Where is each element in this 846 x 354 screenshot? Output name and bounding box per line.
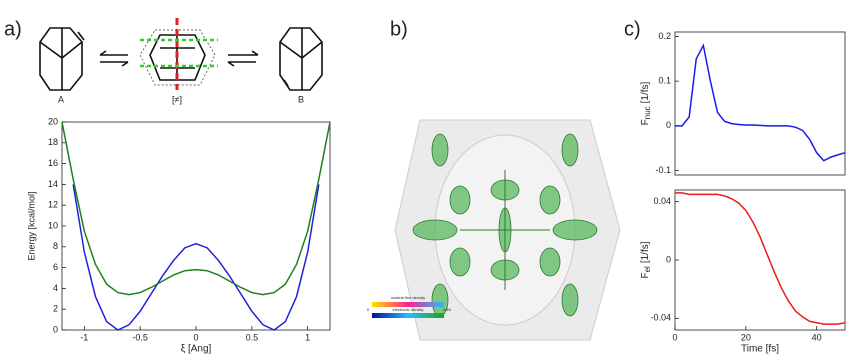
scheme-label: A xyxy=(58,94,64,104)
data-line xyxy=(675,193,845,324)
colorbar xyxy=(372,313,444,318)
y-tick-label: 4 xyxy=(53,283,58,293)
y-tick-label: 14 xyxy=(48,179,58,189)
y-tick-label: 2 xyxy=(53,304,58,314)
label-sub: el xyxy=(643,266,652,272)
y-axis-label: Energy [kcal/mol] xyxy=(26,191,36,260)
colorbar-label: nuclear flux density xyxy=(391,295,425,300)
figure: a) b) c) A [≠] B nuclear xyxy=(0,0,846,354)
colorbar-label: electronic density xyxy=(393,307,424,312)
y-tick-label: 0.2 xyxy=(658,31,671,41)
y-tick-label: 0 xyxy=(666,254,671,264)
x-tick-label: 0 xyxy=(672,332,677,342)
x-tick-label: 1 xyxy=(305,332,310,342)
x-tick-label: 20 xyxy=(741,332,751,342)
label-unit: [1/fs] xyxy=(640,81,651,103)
y-tick-label: 10 xyxy=(48,220,58,230)
y-tick-label: -0.1 xyxy=(655,165,671,175)
x-tick-label: -0.5 xyxy=(132,332,148,342)
plot-frame xyxy=(62,122,330,330)
y-tick-label: 0 xyxy=(666,120,671,130)
panel-label: b) xyxy=(390,18,408,40)
y-tick-label: 8 xyxy=(53,241,58,251)
data-line xyxy=(675,45,845,160)
y-tick-label: 0 xyxy=(53,324,58,334)
label-sub: nuc xyxy=(643,106,652,119)
y-tick-label: 20 xyxy=(48,116,58,126)
panel-label: c) xyxy=(624,18,641,40)
y-tick-label: 18 xyxy=(48,137,58,147)
y-tick-label: 6 xyxy=(53,262,58,272)
plot-frame xyxy=(675,190,845,330)
colorbar-label: 0 xyxy=(367,307,370,312)
scheme-label: B xyxy=(298,94,304,104)
y-tick-label: 12 xyxy=(48,200,58,210)
y-tick-label: 0.04 xyxy=(653,196,671,206)
y-tick-label: 0.1 xyxy=(658,76,671,86)
y-axis-label: Fnuc[1/fs] xyxy=(640,81,652,125)
x-axis-label: Time [fs] xyxy=(741,344,779,354)
x-tick-label: -1 xyxy=(80,332,88,342)
data-line xyxy=(73,184,319,330)
x-tick-label: 40 xyxy=(812,332,822,342)
x-axis-label: ξ [Ang] xyxy=(181,344,212,354)
x-tick-label: 0.5 xyxy=(246,332,259,342)
data-line xyxy=(62,122,330,295)
molecule-scheme xyxy=(40,18,322,90)
y-tick-label: -0.04 xyxy=(650,313,671,323)
y-axis-label: Fel[1/fs] xyxy=(640,241,652,278)
colorbar-label: 0.45 xyxy=(443,307,452,312)
label-unit: [1/fs] xyxy=(640,241,651,263)
x-tick-label: 0 xyxy=(193,332,198,342)
y-tick-label: 16 xyxy=(48,158,58,168)
panel-label: a) xyxy=(4,18,22,40)
scheme-label: [≠] xyxy=(172,94,182,104)
plot-frame xyxy=(675,32,845,175)
